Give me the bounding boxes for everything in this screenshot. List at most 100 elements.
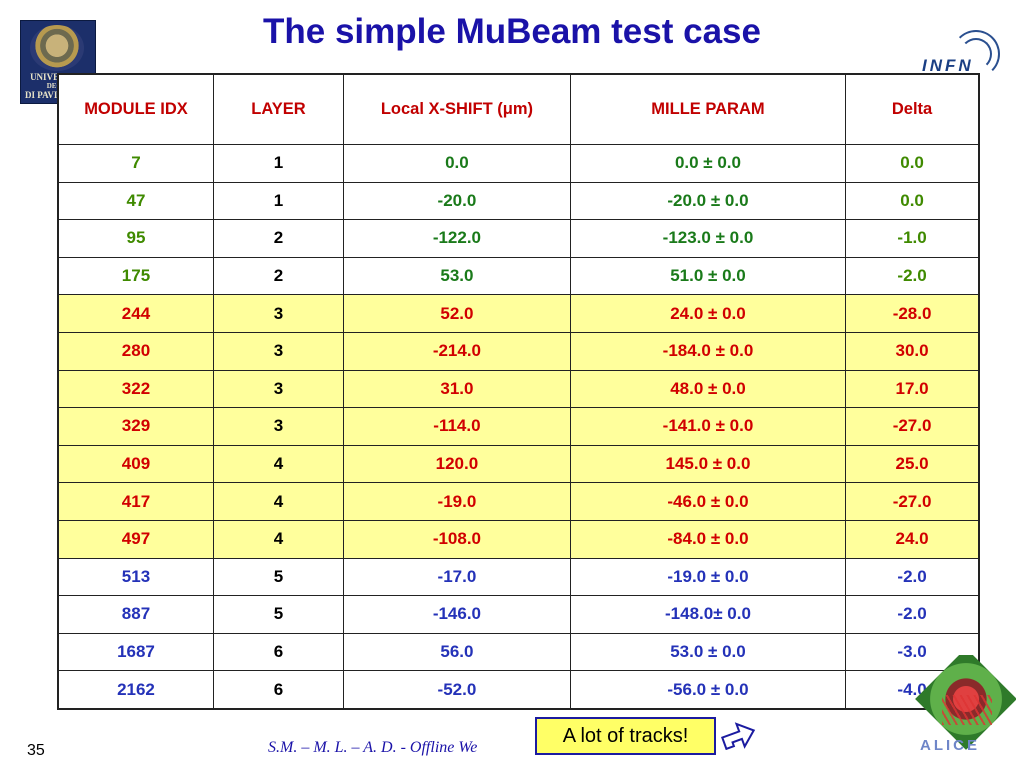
cell-mille-param: 24.0 ± 0.0	[569, 294, 847, 333]
page-number: 35	[27, 742, 45, 759]
cell-delta: -2.0	[845, 595, 980, 634]
cell-mille-param: -46.0 ± 0.0	[569, 482, 847, 521]
cell-local-x-shift: 31.0	[343, 369, 571, 409]
table-row: 244 3 52.0 24.0 ± 0.0 -28.0	[57, 294, 980, 333]
cell-mille-param: -123.0 ± 0.0	[569, 219, 847, 258]
table-row: 409 4 120.0 145.0 ± 0.0 25.0	[57, 444, 980, 484]
table-row: 417 4 -19.0 -46.0 ± 0.0 -27.0	[57, 482, 980, 521]
cell-layer: 1	[212, 181, 345, 221]
results-table: MODULE IDX LAYER Local X-SHIFT (μm) MILL…	[57, 73, 980, 710]
cell-layer: 4	[212, 519, 345, 559]
cell-module-idx: 417	[57, 482, 214, 521]
table-header-row: MODULE IDX LAYER Local X-SHIFT (μm) MILL…	[57, 73, 980, 145]
cell-local-x-shift: 120.0	[343, 444, 571, 484]
cell-local-x-shift: -122.0	[343, 219, 571, 258]
cell-module-idx: 887	[57, 595, 214, 634]
cell-module-idx: 175	[57, 256, 214, 296]
cell-local-x-shift: -146.0	[343, 595, 571, 634]
cell-mille-param: -56.0 ± 0.0	[569, 670, 847, 710]
cell-module-idx: 497	[57, 519, 214, 559]
cell-local-x-shift: -108.0	[343, 519, 571, 559]
university-seal-icon	[30, 25, 84, 71]
cell-delta: -28.0	[845, 294, 980, 333]
cell-module-idx: 329	[57, 407, 214, 446]
cell-layer: 6	[212, 632, 345, 672]
cell-local-x-shift: 52.0	[343, 294, 571, 333]
cell-delta: 24.0	[845, 519, 980, 559]
cell-layer: 4	[212, 482, 345, 521]
cell-mille-param: 145.0 ± 0.0	[569, 444, 847, 484]
table-row: 47 1 -20.0 -20.0 ± 0.0 0.0	[57, 181, 980, 221]
table-row: 513 5 -17.0 -19.0 ± 0.0 -2.0	[57, 557, 980, 597]
cell-local-x-shift: -20.0	[343, 181, 571, 221]
cell-mille-param: 48.0 ± 0.0	[569, 369, 847, 409]
cell-local-x-shift: 53.0	[343, 256, 571, 296]
cell-local-x-shift: 56.0	[343, 632, 571, 672]
cell-module-idx: 47	[57, 181, 214, 221]
cell-delta: 30.0	[845, 331, 980, 371]
cell-layer: 2	[212, 219, 345, 258]
cell-delta: -3.0	[845, 632, 980, 672]
table-row: 322 3 31.0 48.0 ± 0.0 17.0	[57, 369, 980, 409]
cell-layer: 3	[212, 331, 345, 371]
arrow-up-right-icon	[720, 722, 756, 750]
callout-box: A lot of tracks!	[535, 717, 716, 755]
cell-delta: 25.0	[845, 444, 980, 484]
cell-delta: -27.0	[845, 482, 980, 521]
cell-layer: 4	[212, 444, 345, 484]
infn-logo-text: INFN	[922, 56, 974, 75]
cell-layer: 3	[212, 407, 345, 446]
header-delta: Delta	[845, 73, 980, 145]
cell-module-idx: 95	[57, 219, 214, 258]
alice-logo: ALICE	[912, 655, 1016, 755]
table-row: 2162 6 -52.0 -56.0 ± 0.0 -4.0	[57, 670, 980, 710]
cell-layer: 6	[212, 670, 345, 710]
header-local-x-shift: Local X-SHIFT (μm)	[343, 73, 571, 145]
table-row: 1687 6 56.0 53.0 ± 0.0 -3.0	[57, 632, 980, 672]
cell-module-idx: 513	[57, 557, 214, 597]
infn-arc-inner-icon	[960, 38, 992, 70]
cell-delta: -27.0	[845, 407, 980, 446]
cell-delta: -2.0	[845, 557, 980, 597]
cell-mille-param: -184.0 ± 0.0	[569, 331, 847, 371]
logo-line-3: DI PAVIA	[25, 90, 64, 100]
header-module-idx: MODULE IDX	[57, 73, 214, 145]
cell-mille-param: -141.0 ± 0.0	[569, 407, 847, 446]
cell-local-x-shift: -114.0	[343, 407, 571, 446]
cell-mille-param: 51.0 ± 0.0	[569, 256, 847, 296]
cell-mille-param: -19.0 ± 0.0	[569, 557, 847, 597]
cell-layer: 3	[212, 294, 345, 333]
cell-delta: -2.0	[845, 256, 980, 296]
slide-title: The simple MuBeam test case	[263, 12, 761, 51]
cell-delta: -1.0	[845, 219, 980, 258]
cell-local-x-shift: -214.0	[343, 331, 571, 371]
cell-layer: 5	[212, 595, 345, 634]
cell-module-idx: 2162	[57, 670, 214, 710]
alice-logo-text: ALICE	[920, 737, 980, 754]
cell-mille-param: -20.0 ± 0.0	[569, 181, 847, 221]
table-row: 175 2 53.0 51.0 ± 0.0 -2.0	[57, 256, 980, 296]
header-layer: LAYER	[212, 73, 345, 145]
table-body: 7 1 0.0 0.0 ± 0.0 0.0 47 1 -20.0 -20.0 ± 0.0 0.0 9…	[57, 144, 980, 710]
particle-tracks-icon	[942, 695, 992, 725]
cell-delta: 0.0	[845, 181, 980, 221]
header-mille-param: MILLE PARAM	[569, 73, 847, 145]
cell-module-idx: 280	[57, 331, 214, 371]
footer-text: S.M. – M. L. – A. D. - Offline We	[268, 739, 478, 756]
table-row: 887 5 -146.0 -148.0± 0.0 -2.0	[57, 595, 980, 634]
table-row: 7 1 0.0 0.0 ± 0.0 0.0	[57, 144, 980, 183]
cell-layer: 2	[212, 256, 345, 296]
cell-module-idx: 244	[57, 294, 214, 333]
cell-layer: 5	[212, 557, 345, 597]
table-row: 280 3 -214.0 -184.0 ± 0.0 30.0	[57, 331, 980, 371]
infn-logo: INFN	[912, 30, 1008, 78]
cell-local-x-shift: -19.0	[343, 482, 571, 521]
table-row: 497 4 -108.0 -84.0 ± 0.0 24.0	[57, 519, 980, 559]
infn-arc-icon	[952, 30, 1000, 78]
cell-layer: 1	[212, 144, 345, 183]
cell-mille-param: 53.0 ± 0.0	[569, 632, 847, 672]
cell-layer: 3	[212, 369, 345, 409]
cell-local-x-shift: -17.0	[343, 557, 571, 597]
cell-mille-param: -84.0 ± 0.0	[569, 519, 847, 559]
table-row: 329 3 -114.0 -141.0 ± 0.0 -27.0	[57, 407, 980, 446]
